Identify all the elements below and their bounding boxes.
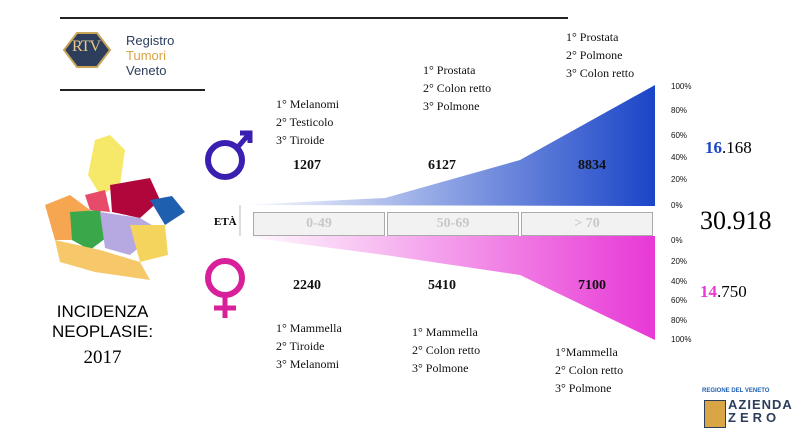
count: 6127	[428, 158, 456, 173]
total-lead: 14	[700, 282, 717, 301]
org-emblem	[704, 400, 726, 428]
age-group: 0-49	[253, 212, 385, 236]
total-lead: 16	[705, 138, 722, 157]
rank: 3° Melanomi	[276, 357, 340, 371]
scale-label: 80%	[671, 106, 688, 115]
rank: 2° Colon retto	[555, 363, 624, 377]
scale-label: 0%	[671, 236, 683, 245]
grand-total: 30.918	[700, 206, 772, 235]
rank: 2° Polmone	[566, 48, 623, 62]
title-line: NEOPLASIE:	[52, 322, 154, 341]
org: AZIENDA ZERO	[728, 398, 793, 424]
age-label: ETÀ	[214, 216, 237, 228]
rank: 2° Colon retto	[423, 81, 492, 95]
rank: 1° Melanomi	[276, 97, 340, 111]
scale-label: 0%	[671, 201, 683, 210]
veneto-map	[45, 135, 185, 280]
title: INCIDENZA NEOPLASIE: 2017	[52, 302, 153, 368]
year: 2017	[83, 347, 122, 368]
logo-line: Veneto	[126, 63, 167, 78]
scale-label: 40%	[671, 153, 688, 162]
logo-line: Registro	[126, 33, 175, 48]
rank: 3° Tiroide	[276, 133, 325, 147]
count: 2240	[293, 278, 321, 293]
org-line: AZIENDA	[728, 397, 793, 412]
count: 5410	[428, 278, 456, 293]
rank: 3° Polmone	[423, 99, 480, 113]
scale-label: 60%	[671, 131, 688, 140]
female-wedge	[240, 236, 655, 340]
rank: 1° Prostata	[423, 63, 476, 77]
logo-line: Tumori	[126, 48, 166, 63]
male-total: 16.168	[705, 138, 752, 158]
rank: 1° Mammella	[412, 325, 478, 339]
rank: 1°Mammella	[555, 345, 618, 359]
age-group: 50-69	[387, 212, 519, 236]
logo-text: Registro Tumori Veneto	[126, 33, 174, 78]
rank: 2° Tiroide	[276, 339, 325, 353]
count: 8834	[578, 158, 606, 173]
scale-label: 80%	[671, 316, 688, 325]
rank: 2° Testicolo	[276, 115, 334, 129]
rank: 3° Colon retto	[566, 66, 635, 80]
scale-label: 60%	[671, 296, 688, 305]
rank: 3° Polmone	[555, 381, 612, 395]
org-line: ZERO	[728, 410, 781, 425]
total-rest: .750	[717, 282, 747, 301]
logo-mark: RTV	[72, 38, 101, 55]
rank: 1° Prostata	[566, 30, 619, 44]
female-total: 14.750	[700, 282, 747, 302]
rank: 3° Polmone	[412, 361, 469, 375]
total-rest: .168	[722, 138, 752, 157]
rank: 1° Mammella	[276, 321, 342, 335]
rank: 2° Colon retto	[412, 343, 481, 357]
count: 7100	[578, 278, 606, 293]
scale-label: 20%	[671, 257, 688, 266]
count: 1207	[293, 158, 321, 173]
male-wedge	[240, 85, 655, 206]
title-line: INCIDENZA	[56, 302, 149, 321]
scale-label: 100%	[671, 335, 692, 344]
scale-label: 20%	[671, 175, 688, 184]
age-group: > 70	[521, 212, 653, 236]
scale-label: 100%	[671, 82, 692, 91]
region: REGIONE DEL VENETO	[702, 388, 770, 394]
scale-label: 40%	[671, 277, 688, 286]
